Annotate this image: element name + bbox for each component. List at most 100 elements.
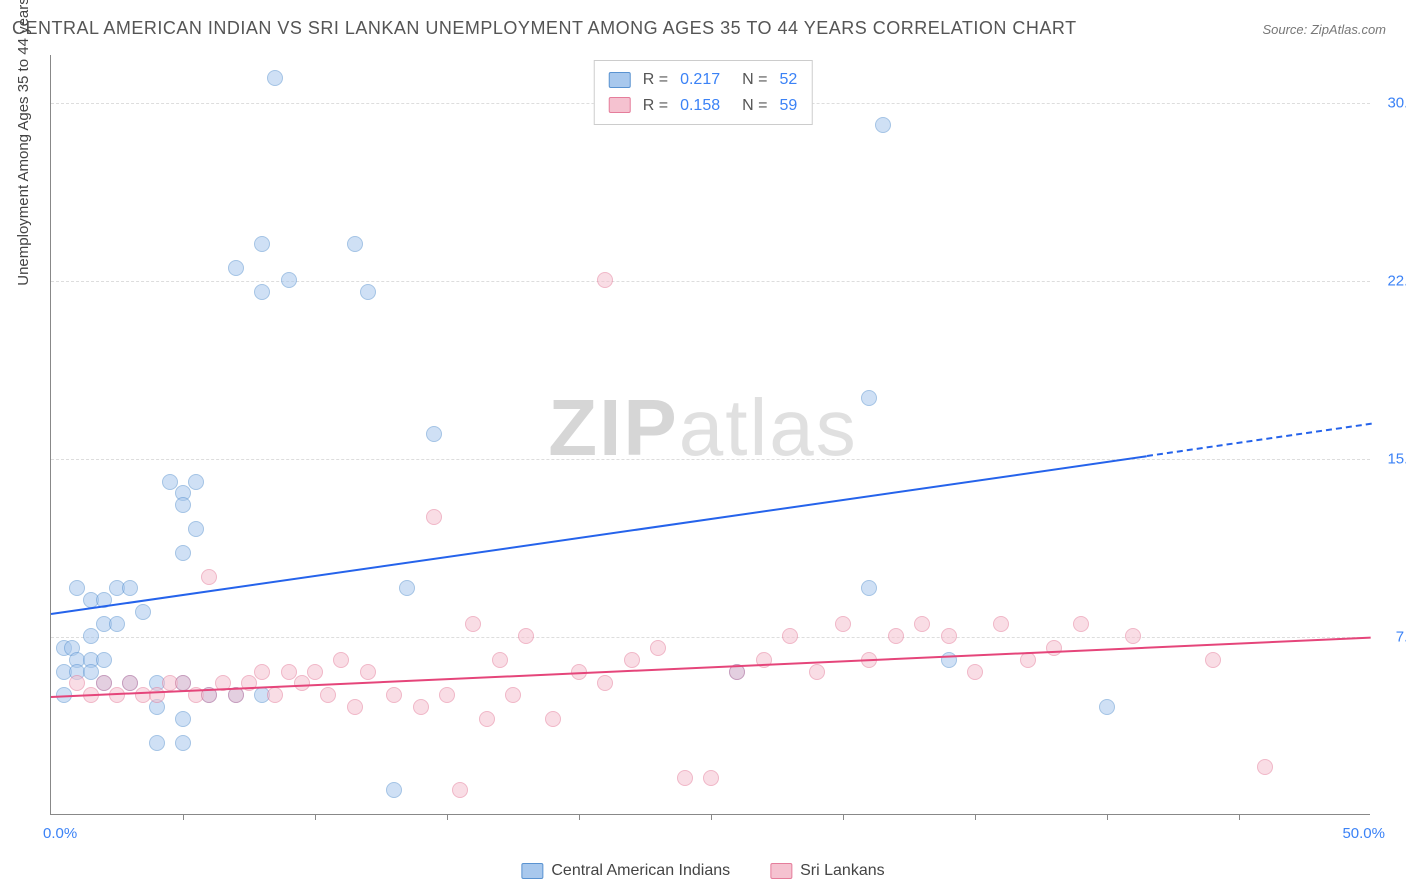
- scatter-point: [281, 272, 297, 288]
- scatter-point: [993, 616, 1009, 632]
- scatter-point: [1205, 652, 1221, 668]
- scatter-point: [413, 699, 429, 715]
- scatter-point: [452, 782, 468, 798]
- scatter-point: [320, 687, 336, 703]
- scatter-point: [465, 616, 481, 632]
- scatter-point: [399, 580, 415, 596]
- x-axis-min-label: 0.0%: [43, 825, 77, 842]
- scatter-point: [888, 628, 904, 644]
- gridline: [51, 281, 1370, 282]
- scatter-point: [294, 675, 310, 691]
- scatter-point: [83, 628, 99, 644]
- scatter-point: [83, 664, 99, 680]
- scatter-point: [347, 699, 363, 715]
- x-axis-max-label: 50.0%: [1342, 825, 1385, 842]
- correlation-legend: R = 0.217 N = 52 R = 0.158 N = 59: [594, 60, 813, 125]
- scatter-point: [505, 687, 521, 703]
- scatter-point: [96, 652, 112, 668]
- scatter-point: [1099, 699, 1115, 715]
- x-tick: [447, 814, 448, 820]
- plot-area: 7.5%15.0%22.5%30.0%0.0%50.0%: [50, 55, 1370, 815]
- legend-series-name: Sri Lankans: [800, 862, 885, 880]
- scatter-point: [228, 260, 244, 276]
- legend-n-value: 52: [779, 67, 797, 93]
- x-tick: [315, 814, 316, 820]
- scatter-point: [201, 569, 217, 585]
- scatter-point: [69, 675, 85, 691]
- scatter-point: [360, 664, 376, 680]
- y-axis-title: Unemployment Among Ages 35 to 44 years: [15, 0, 32, 286]
- legend-r-value: 0.158: [680, 93, 720, 119]
- scatter-point: [254, 284, 270, 300]
- scatter-point: [875, 117, 891, 133]
- scatter-point: [267, 70, 283, 86]
- scatter-point: [175, 735, 191, 751]
- scatter-point: [835, 616, 851, 632]
- y-tick-label: 22.5%: [1387, 272, 1406, 289]
- scatter-point: [122, 675, 138, 691]
- scatter-point: [149, 687, 165, 703]
- legend-swatch: [609, 97, 631, 113]
- source-attribution: Source: ZipAtlas.com: [1262, 22, 1386, 37]
- legend-series-item: Sri Lankans: [770, 862, 885, 880]
- scatter-point: [1125, 628, 1141, 644]
- scatter-point: [941, 628, 957, 644]
- scatter-point: [545, 711, 561, 727]
- legend-swatch: [521, 863, 543, 879]
- y-tick-label: 15.0%: [1387, 450, 1406, 467]
- scatter-point: [782, 628, 798, 644]
- legend-r-value: 0.217: [680, 67, 720, 93]
- legend-n-label: N =: [742, 67, 767, 93]
- scatter-point: [267, 687, 283, 703]
- trend-line: [51, 637, 1371, 698]
- legend-n-value: 59: [779, 93, 797, 119]
- legend-n-label: N =: [742, 93, 767, 119]
- scatter-point: [175, 545, 191, 561]
- scatter-point: [149, 735, 165, 751]
- legend-series-item: Central American Indians: [521, 862, 730, 880]
- legend-r-label: R =: [643, 93, 668, 119]
- x-tick: [843, 814, 844, 820]
- scatter-point: [861, 390, 877, 406]
- scatter-point: [175, 497, 191, 513]
- scatter-point: [703, 770, 719, 786]
- x-tick: [975, 814, 976, 820]
- gridline: [51, 459, 1370, 460]
- scatter-point: [333, 652, 349, 668]
- scatter-point: [347, 236, 363, 252]
- scatter-point: [281, 664, 297, 680]
- scatter-point: [861, 580, 877, 596]
- legend-row: R = 0.217 N = 52: [609, 67, 798, 93]
- scatter-point: [96, 675, 112, 691]
- legend-r-label: R =: [643, 67, 668, 93]
- legend-series-name: Central American Indians: [551, 862, 730, 880]
- scatter-point: [254, 664, 270, 680]
- scatter-point: [135, 604, 151, 620]
- scatter-point: [426, 509, 442, 525]
- scatter-point: [360, 284, 376, 300]
- scatter-point: [162, 474, 178, 490]
- y-tick-label: 7.5%: [1396, 628, 1406, 645]
- x-tick: [711, 814, 712, 820]
- scatter-point: [624, 652, 640, 668]
- scatter-point: [439, 687, 455, 703]
- scatter-point: [809, 664, 825, 680]
- scatter-point: [941, 652, 957, 668]
- x-tick: [579, 814, 580, 820]
- scatter-point: [69, 580, 85, 596]
- scatter-point: [650, 640, 666, 656]
- scatter-point: [914, 616, 930, 632]
- scatter-point: [479, 711, 495, 727]
- scatter-point: [188, 474, 204, 490]
- gridline: [51, 637, 1370, 638]
- series-legend: Central American Indians Sri Lankans: [521, 862, 884, 880]
- scatter-point: [188, 521, 204, 537]
- scatter-point: [967, 664, 983, 680]
- scatter-point: [386, 782, 402, 798]
- scatter-point: [1257, 759, 1273, 775]
- x-tick: [183, 814, 184, 820]
- chart-title: CENTRAL AMERICAN INDIAN VS SRI LANKAN UN…: [12, 18, 1077, 39]
- legend-row: R = 0.158 N = 59: [609, 93, 798, 119]
- y-tick-label: 30.0%: [1387, 94, 1406, 111]
- scatter-point: [307, 664, 323, 680]
